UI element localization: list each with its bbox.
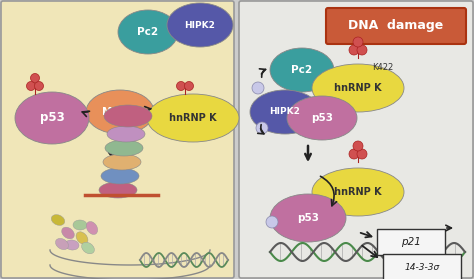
Circle shape	[35, 81, 44, 90]
Ellipse shape	[81, 243, 95, 253]
Circle shape	[184, 81, 193, 90]
FancyBboxPatch shape	[383, 254, 461, 279]
Ellipse shape	[62, 227, 74, 239]
Circle shape	[349, 149, 359, 159]
Circle shape	[256, 122, 268, 134]
FancyBboxPatch shape	[239, 1, 473, 278]
Ellipse shape	[75, 233, 89, 244]
Text: p53: p53	[40, 112, 64, 124]
Ellipse shape	[118, 10, 178, 54]
Ellipse shape	[86, 90, 154, 134]
Text: hnRNP K: hnRNP K	[334, 83, 382, 93]
Ellipse shape	[103, 154, 141, 170]
Ellipse shape	[101, 168, 139, 184]
Ellipse shape	[85, 223, 99, 233]
Circle shape	[27, 81, 36, 90]
Circle shape	[349, 45, 359, 55]
Ellipse shape	[147, 94, 239, 142]
Text: hnRNP K: hnRNP K	[169, 113, 217, 123]
Circle shape	[30, 73, 39, 83]
Ellipse shape	[270, 48, 334, 92]
Ellipse shape	[15, 92, 89, 144]
Ellipse shape	[55, 239, 69, 249]
Ellipse shape	[312, 168, 404, 216]
Text: HIPK2: HIPK2	[270, 107, 301, 117]
Ellipse shape	[99, 182, 137, 198]
Ellipse shape	[66, 239, 78, 251]
Ellipse shape	[73, 220, 87, 230]
Text: hnRNP K: hnRNP K	[334, 187, 382, 197]
Circle shape	[252, 82, 264, 94]
Text: Pc2: Pc2	[137, 27, 159, 37]
Text: 14-3-3σ: 14-3-3σ	[404, 263, 439, 271]
Circle shape	[353, 141, 363, 151]
Text: p53: p53	[297, 213, 319, 223]
Text: p21: p21	[401, 237, 421, 247]
Circle shape	[353, 37, 363, 47]
Ellipse shape	[312, 64, 404, 112]
Text: p53: p53	[311, 113, 333, 123]
Text: Mdm2: Mdm2	[102, 107, 138, 117]
Circle shape	[357, 149, 367, 159]
FancyBboxPatch shape	[326, 8, 466, 44]
Ellipse shape	[250, 90, 320, 134]
Ellipse shape	[107, 126, 145, 142]
Text: K422: K422	[372, 64, 393, 73]
Text: Pc2: Pc2	[292, 65, 312, 75]
Ellipse shape	[104, 105, 152, 127]
FancyBboxPatch shape	[377, 229, 445, 255]
Ellipse shape	[167, 3, 233, 47]
FancyBboxPatch shape	[1, 1, 234, 278]
Ellipse shape	[270, 194, 346, 242]
Circle shape	[266, 216, 278, 228]
Text: HIPK2: HIPK2	[184, 20, 216, 30]
Ellipse shape	[52, 214, 64, 226]
Ellipse shape	[287, 96, 357, 140]
Text: DNA  damage: DNA damage	[348, 20, 444, 32]
Circle shape	[176, 81, 185, 90]
Ellipse shape	[105, 140, 143, 156]
Circle shape	[357, 45, 367, 55]
